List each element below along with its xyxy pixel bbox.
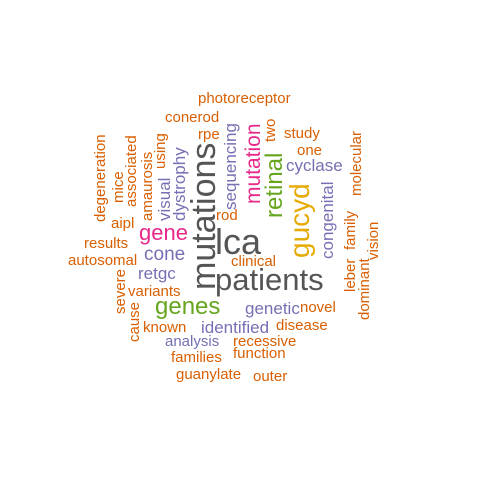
word-sequencing: sequencing bbox=[221, 123, 240, 210]
word-novel: novel bbox=[300, 299, 336, 316]
word-patients: patients bbox=[215, 262, 324, 297]
word-molecular: molecular bbox=[348, 130, 365, 196]
word-aipl: aipl bbox=[111, 215, 135, 232]
word-cause: cause bbox=[126, 301, 143, 342]
word-cone: cone bbox=[144, 244, 186, 265]
word-vision: vision bbox=[365, 221, 382, 260]
word-genetic: genetic bbox=[245, 299, 300, 318]
word-conerod: conerod bbox=[165, 109, 220, 126]
word-one: one bbox=[297, 142, 323, 159]
word-analysis: analysis bbox=[165, 333, 220, 350]
word-associated: associated bbox=[123, 135, 140, 207]
word-degeneration: degeneration bbox=[92, 134, 109, 222]
word-families: families bbox=[171, 349, 222, 366]
word-cyclase: cyclase bbox=[286, 156, 343, 175]
word-outer: outer bbox=[253, 368, 288, 385]
word-family: family bbox=[342, 210, 359, 250]
word-rod: rod bbox=[216, 207, 238, 224]
word-variants: variants bbox=[128, 283, 181, 300]
word-genes: genes bbox=[155, 293, 221, 320]
word-study: study bbox=[284, 125, 320, 142]
word-two: two bbox=[262, 118, 279, 142]
word-photoreceptor: photoreceptor bbox=[198, 90, 291, 107]
word-recessive: recessive bbox=[233, 333, 297, 350]
word-disease: disease bbox=[276, 317, 328, 334]
word-rpe: rpe bbox=[198, 126, 220, 143]
word-using: using bbox=[152, 133, 169, 169]
word-gucyd: gucyd bbox=[284, 183, 315, 258]
word-dominant: dominant bbox=[356, 258, 373, 320]
word-identified: identified bbox=[201, 318, 270, 337]
word-results: results bbox=[84, 235, 129, 252]
word-gene: gene bbox=[139, 220, 188, 245]
word-lca: lca bbox=[215, 221, 262, 262]
word-function: function bbox=[233, 345, 286, 362]
word-guanylate: guanylate bbox=[176, 366, 242, 383]
word-autosomal: autosomal bbox=[68, 252, 138, 269]
word-retgc: retgc bbox=[138, 264, 176, 283]
word-congenital: congenital bbox=[318, 181, 337, 259]
word-known: known bbox=[143, 319, 187, 336]
word-clinical: clinical bbox=[231, 253, 277, 270]
